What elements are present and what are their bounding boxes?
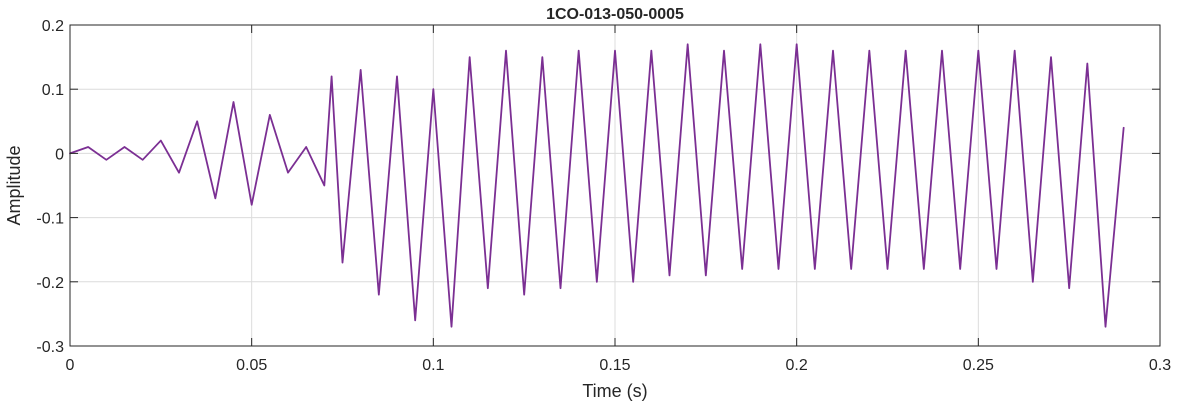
- x-tick-label: 0.1: [422, 357, 444, 374]
- y-tick-label: 0.1: [42, 82, 64, 99]
- y-axis-ticks: 0.2 0.1 0 -0.1 -0.2 -0.3: [36, 18, 1160, 356]
- y-axis-title: Amplitude: [4, 145, 24, 225]
- x-axis-ticks: 0 0.05 0.1 0.15 0.2 0.25 0.3: [66, 25, 1171, 374]
- x-grid-lines: [251, 25, 979, 346]
- x-tick-label: 0: [66, 357, 75, 374]
- chart-title: 1CO-013-050-0005: [546, 6, 684, 23]
- x-tick-label: 0.05: [236, 357, 267, 374]
- signal-line: [69, 43, 1125, 328]
- y-grid-lines: [70, 88, 1160, 283]
- y-tick-label: 0: [55, 146, 64, 163]
- y-tick-label: 0.2: [42, 18, 64, 35]
- x-tick-label: 0.25: [963, 357, 994, 374]
- x-axis-title: Time (s): [582, 381, 647, 401]
- signal-series: [69, 43, 1125, 328]
- y-tick-label: -0.3: [36, 339, 64, 356]
- y-tick-label: -0.1: [36, 211, 64, 228]
- x-tick-label: 0.2: [786, 357, 808, 374]
- x-tick-label: 0.15: [599, 357, 630, 374]
- y-tick-label: -0.2: [36, 275, 64, 292]
- x-tick-label: 0.3: [1149, 357, 1171, 374]
